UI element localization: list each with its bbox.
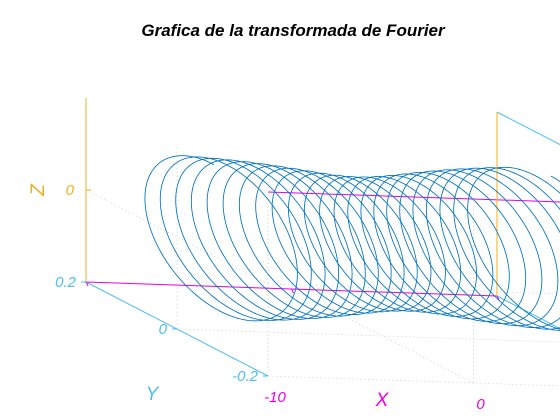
y-axis-top-edge xyxy=(496,111,560,146)
x-tick-label: -10 xyxy=(264,389,286,406)
x-tick-mark xyxy=(85,281,89,287)
x-tick-label: 0 xyxy=(476,396,485,413)
x-tick-mark xyxy=(496,295,500,301)
z-tick-label: 0 xyxy=(66,182,75,199)
chart-title: Grafica de la transformada de Fourier xyxy=(141,21,446,40)
grid-line xyxy=(291,288,474,384)
axes-box xyxy=(81,98,560,377)
x-axis-top-edge xyxy=(267,191,560,203)
x-tick-mark xyxy=(291,288,294,294)
grid-line xyxy=(267,283,560,295)
grid-line xyxy=(176,328,560,343)
z-axis-label: Z xyxy=(28,183,49,197)
grid-line xyxy=(496,295,560,329)
x-axis-label: X xyxy=(375,390,390,411)
y-tick-label: 0 xyxy=(159,321,168,338)
data-curve xyxy=(144,155,560,331)
y-axis-right-edge xyxy=(496,295,560,330)
y-tick-label: -0.2 xyxy=(232,368,259,385)
grid-lines xyxy=(85,98,560,387)
y-tick-label: 0.2 xyxy=(55,274,77,291)
tick-labels: -100100.20-0.20 xyxy=(55,182,485,413)
helix-line xyxy=(144,155,560,331)
axis-labels: X Y Z xyxy=(28,183,390,411)
y-axis-label: Y xyxy=(146,384,160,405)
grid-line xyxy=(267,375,560,387)
